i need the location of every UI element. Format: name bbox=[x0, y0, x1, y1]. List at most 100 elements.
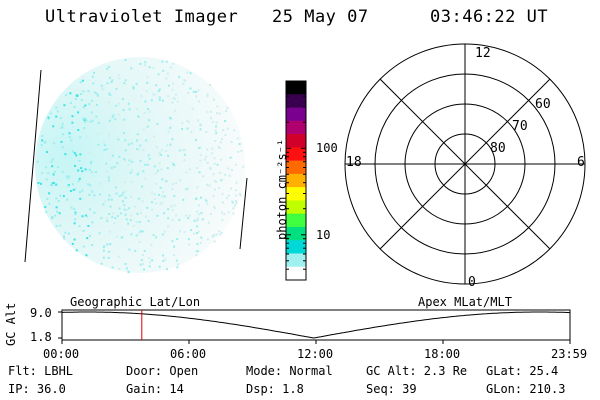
disk-pixel bbox=[227, 194, 230, 197]
polar-label-0: 0 bbox=[468, 275, 476, 290]
disk-pixel bbox=[128, 159, 131, 162]
disk-pixel bbox=[178, 149, 181, 152]
disk-pixel bbox=[114, 217, 117, 220]
disk-pixel bbox=[87, 183, 90, 186]
disk-pixel bbox=[220, 231, 223, 234]
disk-pixel bbox=[55, 197, 58, 200]
disk-pixel bbox=[162, 191, 165, 193]
disk-pixel bbox=[173, 204, 176, 207]
disk-pixel bbox=[195, 250, 198, 253]
disk-pixel bbox=[213, 98, 215, 101]
disk-pixel bbox=[235, 181, 238, 184]
disk-pixel bbox=[150, 99, 153, 102]
disk-pixel bbox=[69, 92, 72, 95]
disk-pixel bbox=[70, 139, 73, 142]
disk-pixel bbox=[61, 125, 64, 128]
disk-pixel bbox=[152, 67, 155, 70]
disk-pixel bbox=[130, 214, 133, 217]
disk-pixel bbox=[89, 208, 91, 211]
disk-pixel bbox=[221, 219, 224, 222]
disk-pixel bbox=[124, 159, 126, 162]
disk-pixel bbox=[124, 190, 127, 193]
disk-pixel bbox=[77, 169, 80, 172]
disk-pixel bbox=[77, 129, 80, 131]
disk-pixel bbox=[71, 150, 74, 153]
disk-pixel bbox=[178, 76, 181, 79]
disk-pixel bbox=[200, 212, 203, 215]
disk-pixel bbox=[88, 151, 91, 154]
disk-pixel bbox=[172, 62, 175, 65]
disk-pixel bbox=[144, 163, 147, 166]
disk-pixel bbox=[52, 182, 55, 184]
disk-pixel bbox=[123, 204, 126, 207]
disk-pixel bbox=[61, 171, 64, 173]
disk-pixel bbox=[85, 214, 87, 217]
disk-pixel bbox=[111, 79, 114, 82]
disk-pixel bbox=[116, 215, 119, 218]
earth-disk-image bbox=[24, 57, 248, 274]
disk-pixel bbox=[74, 164, 76, 167]
disk-pixel bbox=[242, 165, 245, 168]
disk-pixel bbox=[85, 254, 88, 257]
disk-pixel bbox=[127, 270, 130, 273]
disk-pixel bbox=[196, 225, 199, 228]
disk-pixel bbox=[138, 240, 141, 243]
disk-pixel bbox=[50, 160, 53, 163]
disk-pixel bbox=[196, 217, 199, 220]
disk-pixel bbox=[40, 144, 43, 147]
disk-pixel bbox=[144, 177, 147, 180]
disk-pixel bbox=[128, 108, 131, 111]
disk-pixel bbox=[76, 95, 79, 97]
disk-pixel bbox=[109, 205, 112, 208]
disk-pixel bbox=[152, 234, 155, 237]
disk-pixel bbox=[223, 213, 226, 216]
disk-pixel bbox=[108, 194, 111, 197]
disk-pixel bbox=[212, 235, 215, 238]
disk-pixel bbox=[213, 240, 216, 243]
disk-pixel bbox=[214, 180, 217, 182]
disk-pixel bbox=[206, 148, 209, 151]
disk-pixel bbox=[165, 60, 168, 63]
disk-pixel bbox=[44, 166, 47, 169]
disk-pixel bbox=[213, 157, 216, 160]
disk-pixel bbox=[232, 207, 235, 210]
disk-pixel bbox=[105, 148, 108, 151]
disk-pixel bbox=[55, 115, 58, 118]
disk-pixel bbox=[156, 214, 159, 217]
disk-pixel bbox=[107, 101, 110, 104]
disk-pixel bbox=[102, 203, 105, 206]
disk-pixel bbox=[57, 166, 60, 169]
disk-pixel bbox=[170, 205, 173, 208]
disk-pixel bbox=[146, 163, 149, 166]
disk-pixel bbox=[52, 173, 55, 176]
polar-label-12: 12 bbox=[475, 46, 491, 61]
disk-pixel bbox=[142, 149, 145, 152]
info-seq: Seq: 39 bbox=[366, 382, 417, 396]
colorbar-band bbox=[286, 120, 306, 135]
disk-pixel bbox=[79, 136, 82, 139]
timeline-ytick-bottom: 1.8 bbox=[30, 330, 52, 344]
info-ip: IP: 36.0 bbox=[8, 382, 66, 396]
disk-pixel bbox=[40, 182, 42, 185]
disk-pixel bbox=[112, 212, 115, 215]
disk-pixel bbox=[106, 82, 109, 85]
disk-pixel bbox=[150, 191, 153, 194]
disk-pixel bbox=[206, 93, 209, 96]
disk-pixel bbox=[116, 162, 119, 165]
disk-pixel bbox=[211, 147, 214, 150]
disk-pixel bbox=[119, 212, 122, 215]
disk-pixel bbox=[213, 162, 216, 165]
disk-pixel bbox=[216, 163, 219, 166]
disk-pixel bbox=[153, 198, 156, 200]
disk-pixel bbox=[152, 93, 155, 96]
disk-pixel bbox=[148, 119, 150, 122]
disk-pixel bbox=[91, 190, 94, 193]
disk-pixel bbox=[96, 132, 99, 135]
disk-pixel bbox=[103, 246, 105, 249]
disk-pixel bbox=[210, 110, 212, 113]
disk-pixel bbox=[231, 169, 233, 172]
disk-pixel bbox=[129, 219, 132, 222]
disk-pixel bbox=[151, 201, 153, 204]
disk-pixel bbox=[158, 98, 161, 101]
